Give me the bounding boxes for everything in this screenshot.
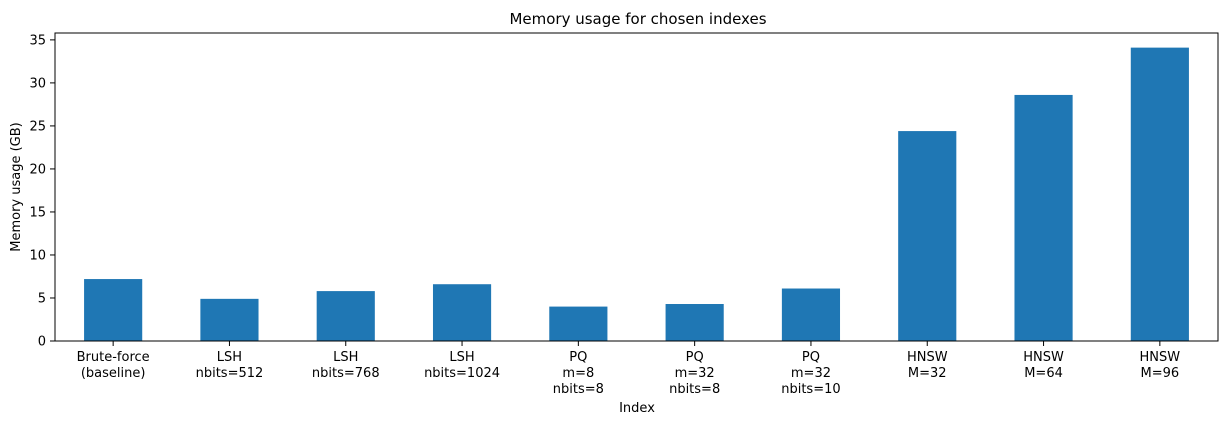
bar: [432, 284, 492, 341]
y-tick-label: 20: [29, 162, 46, 177]
bar: [1014, 94, 1073, 341]
y-tick-label: 15: [29, 205, 46, 220]
x-axis: Brute-force (baseline) LSH nbits=512 LSH nbit…: [77, 341, 1181, 397]
plot-area: [84, 47, 1189, 341]
y-tick-label: 25: [29, 119, 46, 134]
y-tick-label: 35: [29, 33, 46, 48]
x-tick-label: LSH nbits=512: [196, 350, 264, 381]
x-tick-label: HNSW M=96: [1140, 350, 1181, 381]
y-tick-label: 30: [29, 76, 46, 91]
x-axis-label: Index: [619, 401, 655, 416]
bar: [549, 306, 608, 341]
bar: [898, 131, 957, 341]
x-tick-label: PQ m=32 nbits=8: [669, 350, 720, 397]
bar: [316, 291, 375, 341]
plot-frame: [54, 32, 1219, 342]
x-tick-label: LSH nbits=768: [312, 350, 380, 381]
y-axis-label: Memory usage (GB): [9, 122, 24, 252]
x-tick-label: HNSW M=64: [1023, 350, 1064, 381]
bar: [200, 298, 259, 341]
y-tick-label: 0: [38, 335, 46, 350]
chart-title: Memory usage for chosen indexes: [509, 10, 766, 28]
x-tick-label: PQ m=32 nbits=10: [781, 350, 840, 397]
x-tick-label: HNSW M=32: [907, 350, 948, 381]
y-axis: 0 5 10 15 20 25 30 35: [29, 33, 55, 350]
bar: [665, 304, 724, 341]
x-tick-label: Brute-force (baseline): [77, 350, 150, 381]
x-tick-label: LSH nbits=1024: [424, 350, 500, 381]
x-tick-label: PQ m=8 nbits=8: [553, 350, 604, 397]
y-tick-label: 5: [38, 291, 46, 306]
bar: [1130, 47, 1189, 341]
bar: [781, 288, 841, 341]
bar: [84, 279, 143, 341]
y-tick-label: 10: [29, 248, 46, 263]
